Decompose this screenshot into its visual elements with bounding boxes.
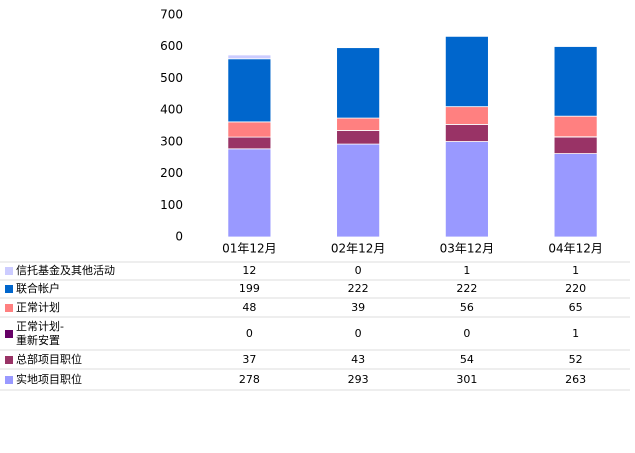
y-tick-label: 400 xyxy=(160,103,183,117)
legend-key xyxy=(5,267,13,275)
legend-label: 正常计划 xyxy=(16,300,60,314)
x-tick-label: 04年12月 xyxy=(548,242,603,256)
table-value: 263 xyxy=(565,372,587,386)
legend-label: 总部项目职位 xyxy=(16,352,82,366)
table-value: 0 xyxy=(354,326,362,340)
x-tick-label: 02年12月 xyxy=(331,242,386,256)
legend-key xyxy=(5,285,13,293)
y-tick-label: 300 xyxy=(160,134,183,148)
y-tick-label: 500 xyxy=(160,71,183,85)
table-value: 1 xyxy=(572,326,580,340)
table-value: 199 xyxy=(238,282,260,295)
bar-segment xyxy=(336,47,381,119)
table-value: 0 xyxy=(354,264,362,277)
legend-label: 信托基金及其他活动 xyxy=(16,264,115,277)
bar-segment xyxy=(336,117,381,131)
bar-segment xyxy=(553,115,598,138)
y-tick-label: 600 xyxy=(160,39,183,53)
y-tick-label: 700 xyxy=(160,8,183,22)
table-value: 39 xyxy=(351,300,366,314)
bar-segment xyxy=(227,136,272,150)
table-value: 52 xyxy=(568,352,583,366)
table-value: 1 xyxy=(463,264,471,277)
bar-segment xyxy=(336,130,381,145)
table-value: 65 xyxy=(568,300,583,314)
table-value: 1 xyxy=(572,264,580,277)
table-value: 48 xyxy=(242,300,257,314)
y-tick-label: 0 xyxy=(175,230,183,244)
table-value: 54 xyxy=(459,352,474,366)
bar-segment xyxy=(444,106,489,125)
legend-key xyxy=(5,355,13,364)
bar-segment xyxy=(227,54,272,60)
legend-key xyxy=(5,375,13,384)
bar-segment xyxy=(227,121,272,138)
table-value: 0 xyxy=(245,326,253,340)
bar-segment xyxy=(336,143,381,238)
table-value: 37 xyxy=(242,352,257,366)
bar-segment xyxy=(553,153,598,238)
bar-segment xyxy=(444,124,489,142)
bar-segment xyxy=(227,148,272,238)
y-tick-label: 200 xyxy=(160,166,183,180)
bar-segment xyxy=(553,45,598,117)
y-tick-label: 100 xyxy=(160,198,183,212)
table-value: 293 xyxy=(347,372,369,386)
table-value: 301 xyxy=(456,372,478,386)
table-value: 56 xyxy=(459,300,474,314)
table-value: 222 xyxy=(456,282,478,295)
x-tick-label: 03年12月 xyxy=(440,242,495,256)
table-value: 43 xyxy=(351,352,366,366)
legend-label: 联合帐户 xyxy=(16,282,60,295)
x-tick-label: 01年12月 xyxy=(222,242,277,256)
bar-segment xyxy=(444,35,489,108)
table-value: 278 xyxy=(238,372,260,386)
table-value: 0 xyxy=(463,326,471,340)
legend-key xyxy=(5,329,13,338)
table-value: 220 xyxy=(565,282,587,295)
bar-segment xyxy=(227,58,272,123)
table-value: 222 xyxy=(347,282,369,295)
legend-key xyxy=(5,303,13,312)
legend-label: 正常计划-重新安置 xyxy=(16,319,64,347)
table-value: 12 xyxy=(242,264,257,277)
bar-segment xyxy=(444,141,489,238)
bar-segment xyxy=(553,136,598,154)
legend-label: 实地项目职位 xyxy=(16,372,82,386)
